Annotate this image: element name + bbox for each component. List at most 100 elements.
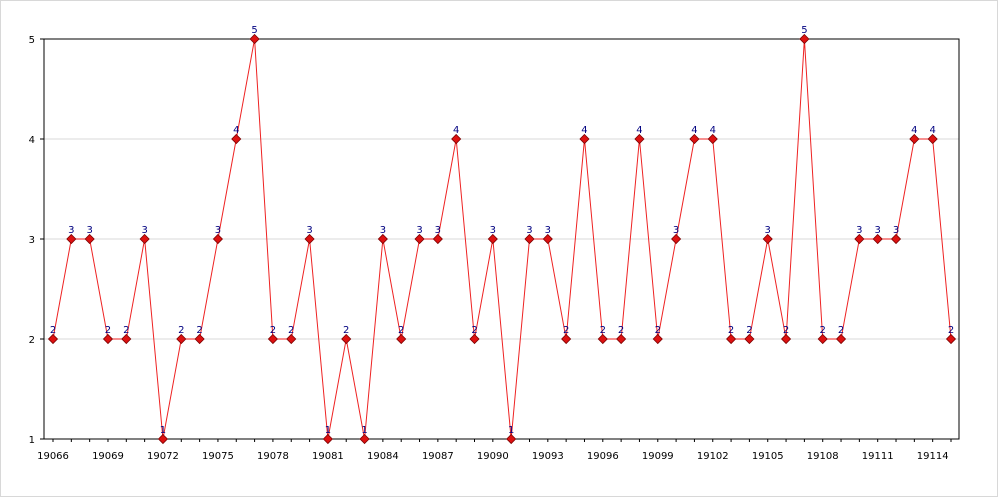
data-value-label: 4 <box>929 125 935 136</box>
data-point-marker <box>304 233 315 245</box>
data-value-label: 3 <box>86 225 92 236</box>
x-tick-label: 19099 <box>642 451 674 462</box>
x-tick-label: 19081 <box>312 451 344 462</box>
data-point-marker <box>377 233 388 245</box>
x-tick-label: 19114 <box>917 451 949 462</box>
x-tick-label: 19108 <box>807 451 839 462</box>
data-value-label: 3 <box>765 225 771 236</box>
x-tick-label: 19093 <box>532 451 564 462</box>
data-value-label: 3 <box>490 225 496 236</box>
data-point-marker <box>744 333 755 345</box>
data-point-marker <box>945 333 957 345</box>
data-value-label: 3 <box>893 225 899 236</box>
data-value-label: 2 <box>178 325 184 336</box>
data-point-marker <box>432 233 443 245</box>
data-value-label: 2 <box>105 325 111 336</box>
data-point-marker <box>139 233 150 245</box>
data-point-marker <box>469 333 480 345</box>
markers-layer <box>47 33 957 445</box>
data-value-label: 2 <box>471 325 477 336</box>
data-point-marker <box>414 233 425 245</box>
data-point-marker <box>726 333 737 345</box>
data-value-label: 2 <box>746 325 752 336</box>
data-value-label: 2 <box>270 325 276 336</box>
data-value-label: 2 <box>343 325 349 336</box>
data-value-label: 4 <box>233 125 239 136</box>
data-point-marker <box>47 333 59 345</box>
data-value-label: 2 <box>820 325 826 336</box>
data-point-marker <box>597 333 608 345</box>
data-value-label: 3 <box>380 225 386 236</box>
data-point-marker <box>121 333 132 345</box>
y-tick-label: 3 <box>29 235 35 246</box>
data-value-label: 3 <box>215 225 221 236</box>
data-value-label: 3 <box>856 225 862 236</box>
data-value-label: 2 <box>728 325 734 336</box>
x-tick-label: 19111 <box>862 451 894 462</box>
data-value-label: 4 <box>710 125 716 136</box>
data-point-marker <box>506 433 517 445</box>
data-value-label: 2 <box>196 325 202 336</box>
data-point-marker <box>799 33 810 45</box>
y-tick-label: 2 <box>29 335 35 346</box>
data-value-label: 3 <box>141 225 147 236</box>
data-value-label: 4 <box>453 125 459 136</box>
data-value-label: 4 <box>636 125 642 136</box>
data-point-marker <box>542 233 553 245</box>
y-tick-label: 5 <box>29 35 35 46</box>
x-tick-label: 19072 <box>147 451 179 462</box>
data-point-marker <box>102 333 114 345</box>
data-value-label: 2 <box>783 325 789 336</box>
data-value-label: 1 <box>325 425 331 436</box>
y-axis: 1 2 3 4 5 <box>29 35 44 446</box>
x-tick-label: 19105 <box>752 451 784 462</box>
data-value-label: 5 <box>801 25 807 36</box>
data-value-label: 2 <box>563 325 569 336</box>
series-layer <box>52 38 952 440</box>
data-point-marker <box>835 333 847 345</box>
data-point-marker <box>652 333 663 345</box>
x-tick-label: 19078 <box>257 451 289 462</box>
data-point-marker <box>322 433 333 445</box>
data-point-marker <box>267 333 278 345</box>
data-point-marker <box>927 133 938 145</box>
x-axis: 19066 19069 19072 19075 19078 19081 19084 19087… <box>37 439 952 462</box>
data-value-label: 2 <box>838 325 844 336</box>
data-value-label: 2 <box>50 325 56 336</box>
x-tick-label: 19069 <box>92 451 124 462</box>
data-point-marker <box>157 433 169 445</box>
data-point-marker <box>634 133 645 145</box>
data-point-marker <box>579 133 590 145</box>
data-point-marker <box>817 333 828 345</box>
data-value-label: 3 <box>526 225 532 236</box>
grid-lines <box>44 138 959 340</box>
y-tick-label: 4 <box>29 135 35 146</box>
data-point-marker <box>249 33 260 45</box>
x-tick-label: 19102 <box>697 451 729 462</box>
data-value-label: 1 <box>160 425 166 436</box>
data-point-marker <box>561 333 572 345</box>
data-point-marker <box>286 333 297 345</box>
x-tick-label: 19087 <box>422 451 454 462</box>
data-point-marker <box>780 333 792 345</box>
data-point-marker <box>84 233 95 245</box>
x-tick-label: 19075 <box>202 451 234 462</box>
data-point-marker <box>854 233 865 245</box>
data-value-label: 2 <box>655 325 661 336</box>
data-point-marker <box>451 133 462 145</box>
data-point-marker <box>231 133 242 145</box>
x-tick-label: 19096 <box>587 451 619 462</box>
data-value-label: 2 <box>288 325 294 336</box>
data-value-label: 4 <box>911 125 917 136</box>
data-value-label: 1 <box>508 425 514 436</box>
data-point-marker <box>872 233 883 245</box>
data-value-label: 2 <box>600 325 606 336</box>
data-value-label: 1 <box>361 425 367 436</box>
data-point-marker <box>194 333 205 345</box>
data-point-marker <box>487 233 498 245</box>
data-point-marker <box>707 133 718 145</box>
data-labels-layer: 2 3 3 2 2 3 1 2 2 3 4 5 2 2 3 1 2 1 3 2 3 3 4 2 3 1 3 3 2 4 2 2 4 2 3 4 4 2 2 3… <box>50 25 954 436</box>
data-value-label: 3 <box>673 225 679 236</box>
data-point-marker <box>212 233 224 245</box>
